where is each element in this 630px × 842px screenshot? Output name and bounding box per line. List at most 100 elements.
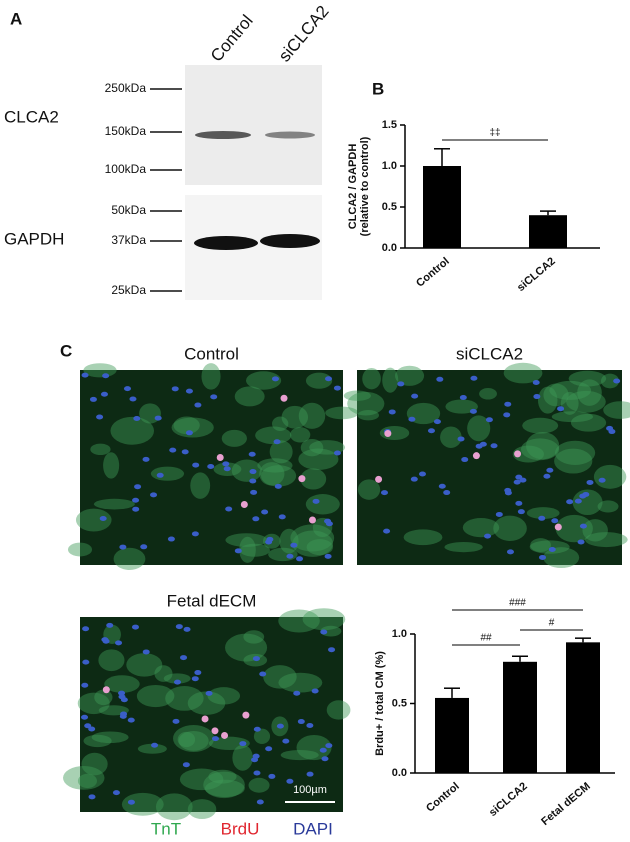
panel-label: C — [60, 341, 72, 360]
cell — [187, 799, 217, 820]
cell — [207, 687, 241, 705]
nucleus — [167, 536, 175, 542]
nucleus — [151, 742, 159, 748]
nucleus — [84, 723, 92, 729]
nucleus — [333, 385, 341, 391]
blot-band — [194, 236, 258, 250]
nucleus — [134, 484, 142, 490]
nucleus — [234, 548, 242, 554]
nucleus — [253, 770, 261, 776]
cell — [83, 363, 117, 378]
cell — [126, 653, 163, 677]
nucleus — [239, 741, 247, 747]
cell — [462, 517, 500, 538]
cell — [593, 464, 627, 489]
y-tick-label: 0.0 — [382, 242, 397, 254]
significance-label: ### — [509, 598, 526, 609]
cell — [343, 390, 371, 401]
nucleus — [132, 497, 140, 503]
nucleus — [325, 743, 333, 749]
cell — [171, 417, 214, 438]
cell — [208, 736, 250, 750]
cell — [103, 452, 120, 479]
image-title: Control — [184, 344, 239, 363]
nucleus — [470, 375, 478, 381]
y-axis-label: (relative to control) — [359, 136, 371, 236]
nucleus — [225, 506, 233, 512]
nucleus — [99, 516, 107, 522]
nucleus — [443, 490, 451, 496]
cell — [75, 508, 112, 532]
nucleus — [380, 490, 388, 496]
cell — [570, 413, 607, 432]
cell — [362, 367, 381, 390]
nucleus — [321, 756, 329, 762]
cell — [281, 405, 309, 429]
cell — [503, 362, 543, 384]
cell — [239, 536, 256, 563]
nucleus — [427, 428, 435, 434]
nucleus — [579, 523, 587, 529]
x-tick-label: siCLCA2 — [487, 780, 530, 819]
cell — [231, 459, 262, 482]
y-tick-label: 0.5 — [392, 697, 407, 709]
cell — [306, 539, 334, 556]
cell — [94, 689, 113, 706]
brdu-nucleus — [554, 523, 562, 531]
brdu-nucleus — [514, 450, 522, 458]
blot-membrane — [185, 65, 322, 185]
brdu-nucleus — [240, 501, 248, 509]
y-axis-label: Brdu+ / total CM (%) — [374, 651, 386, 756]
cell — [173, 416, 200, 435]
nucleus — [278, 514, 286, 520]
nucleus — [276, 723, 284, 729]
cell — [520, 438, 560, 461]
nucleus — [410, 476, 418, 482]
cell — [584, 532, 628, 548]
cell — [290, 524, 335, 552]
cell — [201, 363, 221, 390]
nucleus — [515, 500, 523, 506]
cell — [232, 744, 253, 771]
brdu-nucleus — [472, 452, 480, 460]
marker-label: 150kDa — [105, 124, 147, 138]
cell — [554, 448, 593, 474]
nucleus — [484, 533, 492, 539]
nucleus — [132, 506, 140, 512]
cell — [582, 519, 608, 542]
nucleus — [543, 473, 551, 479]
nucleus — [249, 469, 257, 475]
nucleus — [207, 464, 215, 470]
nucleus — [88, 794, 96, 800]
nucleus — [319, 747, 327, 753]
stain-legend: BrdU — [221, 819, 260, 838]
nucleus — [320, 629, 328, 635]
cell — [305, 494, 340, 515]
cell — [178, 730, 209, 751]
nucleus — [388, 409, 396, 415]
nucleus — [282, 738, 290, 744]
cell — [63, 765, 105, 790]
cell — [526, 431, 560, 460]
cell — [298, 448, 339, 470]
nucleus — [579, 493, 587, 499]
nucleus — [248, 451, 256, 457]
bar — [566, 642, 600, 773]
nucleus — [171, 386, 179, 392]
cell — [243, 630, 265, 644]
nucleus — [312, 498, 320, 504]
cell — [234, 386, 265, 407]
nucleus — [598, 477, 606, 483]
nucleus — [504, 401, 512, 407]
bar — [435, 697, 469, 773]
cell — [177, 731, 196, 748]
nucleus — [383, 528, 391, 534]
nucleus — [608, 429, 616, 435]
cell — [467, 415, 491, 442]
y-tick-label: 1.5 — [382, 119, 397, 131]
cell — [278, 672, 323, 693]
cell — [280, 749, 319, 761]
cell — [300, 468, 327, 490]
image-title: siCLCA2 — [456, 344, 523, 363]
cell — [290, 427, 311, 443]
